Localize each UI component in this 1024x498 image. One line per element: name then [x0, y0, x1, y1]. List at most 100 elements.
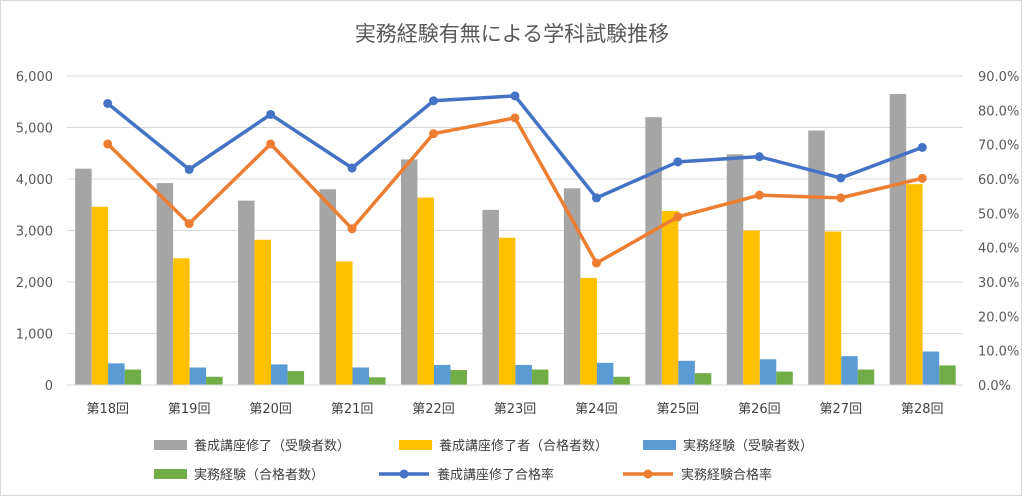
right-tick-label: 80.0% — [978, 104, 1019, 119]
rate-point — [103, 139, 113, 149]
bar — [808, 130, 825, 385]
category-label: 第21回 — [331, 402, 374, 417]
bars — [75, 94, 956, 386]
bar — [400, 159, 418, 385]
legend-label: 実務経験（受験者数） — [683, 438, 813, 454]
bar — [857, 369, 875, 385]
legend: 養成講座修了（受験者数） 養成講座修了者（合格者数） 実務経験（受験者数） 実務経験（… — [154, 438, 813, 483]
legend-label: 養成講座修了（受験者数） — [194, 438, 350, 454]
bar — [694, 373, 712, 385]
bar — [91, 206, 109, 385]
bar — [336, 261, 353, 385]
category-label: 第22回 — [412, 402, 455, 417]
legend-label: 実務経験合格率 — [681, 467, 772, 483]
rate-point — [347, 163, 357, 173]
right-tick-label: 10.0% — [978, 345, 1019, 360]
bar — [352, 367, 370, 385]
bar — [515, 364, 532, 385]
bar — [498, 237, 516, 385]
rate-point — [673, 157, 683, 167]
rate-point — [917, 142, 927, 152]
bar — [75, 168, 92, 385]
rate-point — [347, 224, 357, 234]
legend-marker — [399, 469, 409, 479]
rate-point — [510, 91, 520, 101]
rate-point — [591, 258, 601, 268]
category-label: 第18回 — [86, 402, 129, 417]
legend-label: 養成講座修了者（合格者数） — [439, 438, 608, 454]
bar — [613, 376, 630, 385]
rate-point — [184, 164, 194, 174]
bar — [776, 371, 793, 385]
bar — [759, 359, 777, 385]
legend-swatch — [399, 440, 432, 450]
right-tick-label: 70.0% — [978, 139, 1019, 154]
bar — [173, 258, 190, 385]
left-tick-label: 5,000 — [16, 122, 53, 137]
bar — [531, 369, 549, 385]
rate-point — [103, 98, 113, 108]
bar — [563, 188, 581, 385]
bar — [661, 210, 679, 385]
rate-lines — [103, 91, 927, 268]
bar — [108, 363, 125, 385]
rate-point — [836, 173, 846, 183]
bar — [645, 117, 662, 385]
bar — [254, 239, 272, 385]
right-tick-label: 40.0% — [978, 242, 1019, 257]
bar — [678, 360, 695, 385]
left-tick-label: 6,000 — [16, 70, 53, 85]
bar — [206, 376, 223, 385]
right-tick-label: 20.0% — [978, 310, 1019, 325]
bar — [287, 371, 305, 385]
bar — [726, 154, 744, 385]
legend-swatch — [154, 440, 187, 450]
category-label: 第27回 — [820, 402, 863, 417]
right-tick-label: 50.0% — [978, 207, 1019, 222]
legend-swatch — [643, 440, 676, 450]
rate-point — [591, 193, 601, 203]
bar — [238, 200, 255, 385]
chart-title: 実務経験有無による学科試験推移 — [355, 22, 669, 46]
left-tick-label: 4,000 — [16, 173, 53, 188]
category-label: 第19回 — [168, 402, 211, 417]
left-axis-ticks: 0 1,000 2,000 3,000 4,000 5,000 6,000 — [16, 70, 53, 394]
left-tick-label: 1,000 — [16, 328, 53, 343]
bar — [417, 197, 434, 385]
category-label: 第23回 — [494, 402, 537, 417]
rate-point — [754, 190, 764, 200]
left-tick-label: 0 — [45, 379, 53, 394]
rate-point — [917, 173, 927, 183]
bar — [889, 94, 907, 386]
rate-point — [673, 212, 683, 222]
bar — [271, 364, 288, 385]
left-tick-label: 2,000 — [16, 276, 53, 291]
rate-point — [184, 219, 194, 229]
bar — [156, 183, 174, 385]
bar — [189, 367, 207, 385]
category-label: 第24回 — [575, 402, 618, 417]
category-label: 第20回 — [249, 402, 292, 417]
legend-label: 養成講座修了合格率 — [437, 467, 554, 483]
rate-point — [429, 129, 439, 139]
bar — [596, 362, 614, 385]
bar — [124, 369, 142, 385]
right-tick-label: 30.0% — [978, 276, 1019, 291]
right-tick-label: 0.0% — [978, 379, 1011, 394]
category-label: 第25回 — [657, 402, 700, 417]
bar — [906, 184, 923, 385]
rate-point — [266, 109, 276, 119]
legend-label: 実務経験（合格者数） — [194, 467, 324, 483]
left-tick-label: 3,000 — [16, 225, 53, 240]
bar — [482, 209, 499, 385]
right-tick-label: 90.0% — [978, 70, 1019, 85]
rate-point — [510, 113, 520, 123]
bar — [841, 356, 858, 385]
right-axis-ticks: 0.0% 10.0% 20.0% 30.0% 40.0% 50.0% 60.0% 70.0% 8… — [978, 70, 1019, 394]
bar — [433, 364, 451, 385]
rate-point — [754, 152, 764, 162]
bar — [743, 230, 760, 385]
bar — [450, 370, 467, 385]
legend-swatch — [154, 469, 187, 479]
